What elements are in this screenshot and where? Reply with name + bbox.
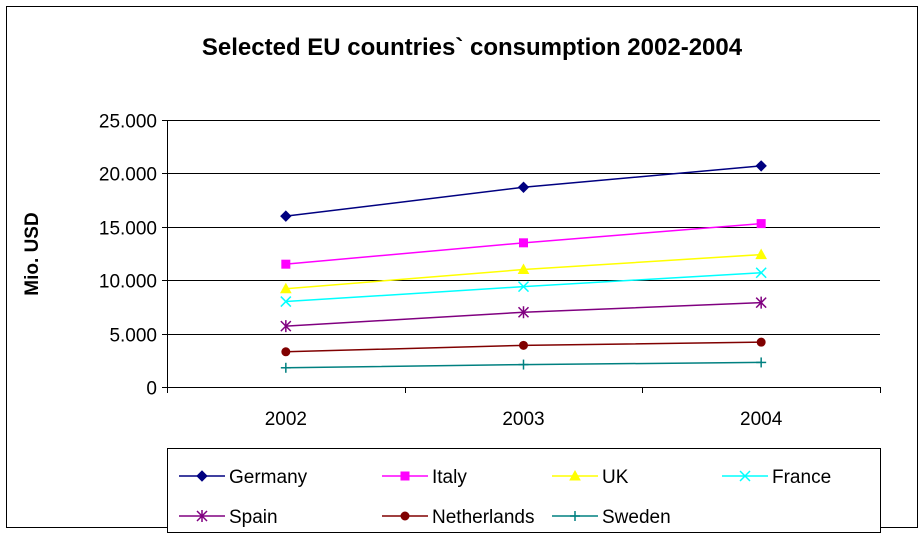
series-spain [280,296,767,333]
legend-box [167,448,881,533]
data-point [400,471,410,481]
y-tick-label: 10.000 [99,272,157,293]
x-tick-label: 2003 [502,409,544,430]
x-tick-label: 2002 [265,409,307,430]
y-tick-label: 25.000 [99,112,157,133]
series-france [280,267,767,308]
legend-item-italy: Italy [382,467,467,488]
y-axis-label: Mio. USD [22,212,43,295]
data-point [280,362,291,373]
data-point [755,267,767,279]
marker-stroke [739,470,751,482]
data-point [281,259,291,269]
legend-item-france: France [722,467,831,488]
legend-item-germany: Germany [179,467,308,488]
series-germany [280,160,767,222]
y-tick-label: 5.000 [109,326,157,347]
data-point [569,469,581,481]
y-tick-label: 20.000 [99,165,157,186]
data-point [517,181,530,193]
legend-label: UK [602,467,629,488]
legend-label: Spain [229,507,278,528]
series-italy [281,219,766,269]
data-point [756,337,766,347]
series-netherlands [281,337,766,357]
data-point [519,340,528,350]
legend: Germany Italy UK France Spain Netherlands Swed… [167,448,881,533]
legend-item-netherlands: Netherlands [382,507,534,528]
data-point [280,210,292,222]
series-uk [279,248,768,294]
tick-labels: 0 5.000 10.000 15.000 20.000 25.000 2002 2003 20… [99,112,783,431]
data-point [196,470,208,482]
legend-label: France [772,467,831,488]
marker-stroke [517,281,530,293]
data-point [755,248,768,260]
data-point [755,296,767,309]
legend-label: Netherlands [432,507,534,528]
data-point [280,296,292,308]
data-point [570,511,580,521]
gridlines [167,120,880,335]
legend-label: Germany [229,467,308,488]
data-point [196,510,208,522]
data-point [756,357,767,368]
data-point [279,282,292,294]
data-point [756,219,766,229]
y-tick-label: 15.000 [99,219,157,240]
data-point [755,160,767,172]
marker-stroke [280,296,292,308]
series-sweden [280,357,767,373]
marker-stroke [755,267,767,279]
legend-item-sweden: Sweden [552,507,671,528]
x-tick-label: 2004 [740,409,783,430]
y-tick-label: 0 [146,379,157,400]
data-point [517,306,530,319]
series-lines [279,160,768,373]
data-point [517,281,530,293]
legend-item-spain: Spain [179,507,278,528]
data-point [739,470,751,482]
data-point [280,320,292,333]
data-point [517,263,530,275]
data-point [518,359,529,370]
axes [162,120,881,393]
legend-item-uk: UK [552,467,629,488]
data-point [400,511,410,521]
legend-label: Italy [432,467,467,488]
data-point [519,238,528,248]
legend-label: Sweden [602,507,671,528]
chart-title: Selected EU countries` consumption 2002-… [202,34,743,61]
data-point [281,347,291,357]
chart-border [6,6,918,528]
